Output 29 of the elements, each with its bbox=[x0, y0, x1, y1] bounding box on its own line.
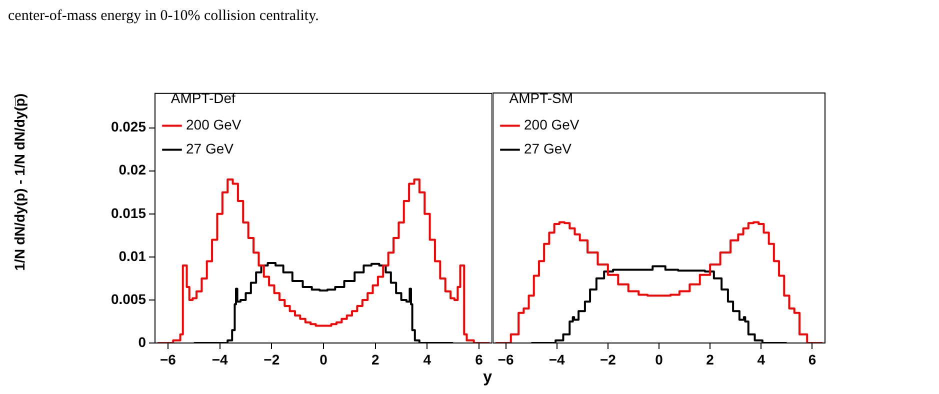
x-axis-title: y bbox=[483, 368, 492, 386]
legend-label: 27 GeV bbox=[524, 140, 572, 157]
legend-label: 200 GeV bbox=[524, 116, 580, 133]
x-tick-label: −6 bbox=[160, 351, 176, 368]
x-tick-label: 2 bbox=[706, 351, 714, 368]
legend-label: 200 GeV bbox=[186, 116, 242, 133]
x-tick-label: −4 bbox=[212, 351, 228, 368]
y-tick-label: 0.015 bbox=[110, 204, 146, 221]
x-tick-label: −2 bbox=[600, 351, 616, 368]
x-tick-label: 2 bbox=[371, 351, 380, 368]
x-tick-label: 0 bbox=[320, 351, 328, 368]
x-tick-label: 4 bbox=[423, 351, 432, 368]
text: center-of-mass energy in 0-10% collision centrality. bbox=[8, 8, 320, 25]
y-axis-title: 1/N dN/dy(p) - 1/N dN/dy(p̅) bbox=[11, 93, 28, 271]
y-tick-label: 0.01 bbox=[118, 248, 146, 264]
legend-title: AMPT-SM bbox=[509, 90, 574, 106]
x-tick-label: −6 bbox=[498, 351, 514, 368]
y-tick-label: 0 bbox=[138, 334, 146, 350]
legend-label: 27 GeV bbox=[186, 140, 234, 157]
x-tick-label: 6 bbox=[475, 351, 484, 368]
y-tick-label: 0.025 bbox=[110, 118, 146, 135]
y-tick-label: 0.005 bbox=[110, 290, 146, 307]
x-tick-label: 0 bbox=[655, 351, 664, 368]
x-tick-label: 6 bbox=[808, 351, 816, 368]
legend-title: AMPT-Def bbox=[170, 90, 236, 106]
x-tick-label: −4 bbox=[548, 351, 566, 368]
x-tick-label: −2 bbox=[264, 351, 280, 368]
y-tick-label: 0.02 bbox=[118, 162, 146, 178]
x-tick-label: 4 bbox=[757, 351, 766, 368]
